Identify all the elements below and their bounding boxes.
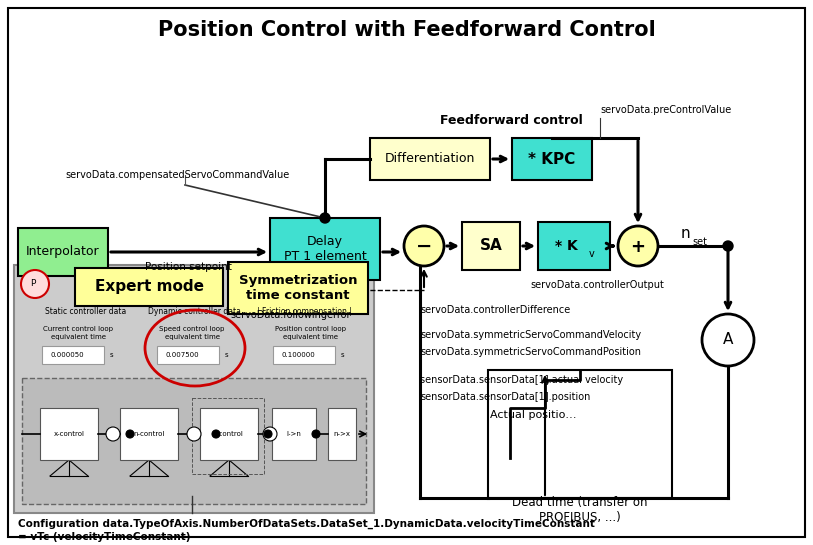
Text: 0.007500: 0.007500 [165,352,199,358]
Text: SA: SA [480,239,502,253]
Text: +: + [631,238,646,256]
Bar [328,408,356,460]
Text: Static controller data: Static controller data [45,307,126,317]
Text: servoData.controllerOutput: servoData.controllerOutput [530,280,664,290]
Text: = vTc (velocityTimeConstant): = vTc (velocityTimeConstant) [18,532,190,542]
Text: n-control: n-control [133,431,165,437]
Bar [22,378,366,504]
Bar [512,138,592,180]
Text: Actual positio…: Actual positio… [490,410,576,420]
Text: Position Control with Feedforward Control: Position Control with Feedforward Contro… [158,20,655,40]
Text: servoData.followingerror: servoData.followingerror [230,310,350,320]
Circle shape [320,213,330,223]
Text: Speed control loop
equivalent time: Speed control loop equivalent time [159,326,224,340]
Circle shape [702,314,754,366]
Text: n->x: n->x [333,431,350,437]
Bar [538,222,610,270]
Bar [18,228,108,276]
Text: set: set [693,237,707,247]
Text: s: s [110,352,114,358]
Text: | Friction compensation |: | Friction compensation | [257,307,352,317]
Bar [272,408,316,460]
Text: Current control loop
equivalent time: Current control loop equivalent time [43,326,113,340]
Circle shape [21,270,49,298]
Text: 0.000050: 0.000050 [50,352,84,358]
Text: Expert mode: Expert mode [94,280,203,294]
Text: Interpolator: Interpolator [26,245,100,258]
Text: i-control: i-control [215,431,243,437]
Bar [120,408,178,460]
Text: servoData.symmetricServoCommandVelocity: servoData.symmetricServoCommandVelocity [420,330,641,340]
Text: servoData.controllerDifference: servoData.controllerDifference [420,305,570,315]
Bar [75,268,223,306]
Bar [370,138,490,180]
Bar [200,408,258,460]
Text: sensorData.sensorData[1].position: sensorData.sensorData[1].position [420,392,590,402]
Text: sensorData.sensorData[1].actual velocity: sensorData.sensorData[1].actual velocity [420,375,623,385]
Circle shape [187,427,201,441]
Text: s: s [225,352,228,358]
Bar [273,346,335,364]
Text: −: − [415,237,433,256]
Text: Feedforward control: Feedforward control [440,113,583,126]
Text: Position control loop
equivalent time: Position control loop equivalent time [275,326,346,340]
Text: x-control: x-control [54,431,85,437]
Circle shape [106,427,120,441]
Text: servoData.compensatedServoCommandValue: servoData.compensatedServoCommandValue [65,170,289,180]
Text: Delay
PT 1 element: Delay PT 1 element [284,235,367,263]
Text: Dead time (transfer on
PROFIBUS, ...): Dead time (transfer on PROFIBUS, ...) [512,496,648,524]
Bar [157,346,219,364]
Text: Dynamic controller data: Dynamic controller data [148,307,241,317]
Text: * K: * K [554,239,577,253]
Circle shape [264,430,272,438]
Bar [462,222,520,270]
Circle shape [212,430,220,438]
Bar [270,218,380,280]
Text: n: n [680,227,689,241]
Bar [192,398,264,474]
Text: A: A [723,332,733,348]
Text: P: P [30,280,36,288]
Text: I->n: I->n [286,431,302,437]
Circle shape [126,430,134,438]
Circle shape [723,241,733,251]
Text: Differentiation: Differentiation [385,153,475,166]
Text: servoData.symmetricServoCommandPosition: servoData.symmetricServoCommandPosition [420,347,641,357]
Circle shape [618,226,658,266]
Bar [40,408,98,460]
Text: Configuration data.TypeOfAxis.NumberOfDataSets.DataSet_1.DynamicData.velocityTim: Configuration data.TypeOfAxis.NumberOfDa… [18,519,595,529]
Text: servoData.preControlValue: servoData.preControlValue [600,105,731,115]
Circle shape [312,430,320,438]
Text: 0.100000: 0.100000 [281,352,315,358]
Text: Position setpoint: Position setpoint [145,262,232,272]
Text: Symmetrization
time constant: Symmetrization time constant [239,274,357,302]
Text: * KPC: * KPC [528,152,576,167]
Bar [488,370,672,498]
Circle shape [404,226,444,266]
Circle shape [263,427,277,441]
Text: v: v [589,249,595,259]
Text: s: s [341,352,345,358]
Bar [228,262,368,314]
Bar [14,265,374,513]
Bar [42,346,104,364]
